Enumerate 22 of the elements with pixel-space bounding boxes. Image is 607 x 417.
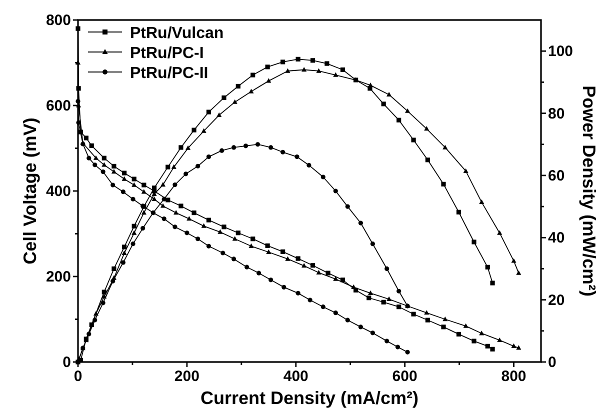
legend-label: PtRu/PC-I xyxy=(130,45,204,62)
y-tick-label: 400 xyxy=(46,183,71,200)
y2-axis-title: Power Density (mW/cm²) xyxy=(579,85,599,297)
y2-tick-label: 40 xyxy=(548,230,565,247)
y2-tick-label: 60 xyxy=(548,167,565,184)
x-tick-label: 600 xyxy=(392,368,418,385)
y-tick-label: 800 xyxy=(46,12,71,29)
y2-tick-label: 80 xyxy=(548,105,565,122)
y-tick-label: 200 xyxy=(46,268,71,286)
y-tick-label: 600 xyxy=(46,98,71,114)
y2-tick-label: 0 xyxy=(548,354,556,371)
x-axis-title: Current Density (mA/cm²) xyxy=(200,388,419,408)
y-axis-title: Cell Voltage (mV) xyxy=(20,118,40,264)
y-tick-label: 0 xyxy=(62,354,71,371)
y2-tick-label: 20 xyxy=(548,292,565,309)
y2-tick-label: 100 xyxy=(548,43,574,60)
x-tick-label: 800 xyxy=(501,368,526,385)
x-tick-label: 0 xyxy=(74,368,82,385)
legend-label: PtRu/PC-II xyxy=(130,65,208,82)
x-tick-label: 400 xyxy=(283,368,308,385)
x-tick-label: 200 xyxy=(174,368,200,385)
legend-label: PtRu/Vulcan xyxy=(130,25,224,42)
